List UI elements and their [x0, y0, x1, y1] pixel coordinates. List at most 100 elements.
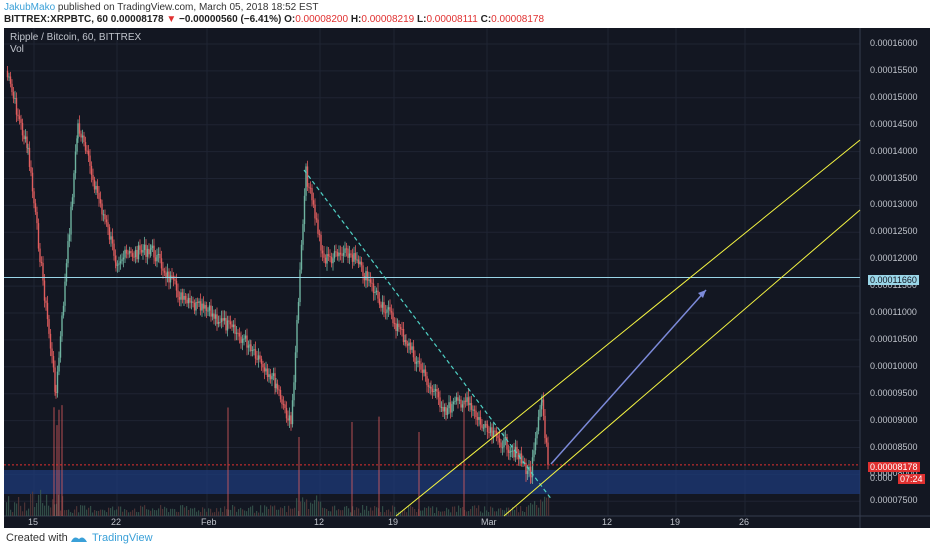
candle-body [260, 358, 263, 364]
volume-bar [162, 508, 164, 516]
volume-bar [296, 498, 298, 516]
volume-bar [468, 511, 470, 516]
candle-body [381, 302, 384, 308]
volume-bar [406, 512, 408, 516]
publish-info: published on TradingView.com, March 05, … [57, 2, 319, 13]
volume-bar [522, 511, 524, 516]
candle-body [124, 249, 126, 258]
price-chart[interactable]: Ripple / Bitcoin, 60, BITTREX Vol 0.0001… [4, 28, 930, 528]
volume-bar [402, 511, 404, 516]
support-zone[interactable] [4, 470, 860, 494]
candle-body [481, 424, 483, 428]
candle-body [386, 309, 388, 313]
candle-body [52, 356, 55, 368]
projection-arrow[interactable] [550, 289, 707, 465]
channel-upper-line[interactable] [395, 139, 861, 517]
volume-bar [532, 504, 534, 516]
candle-body [46, 302, 49, 320]
candle-body [250, 344, 252, 351]
volume-bar [376, 507, 378, 516]
volume-bar [372, 510, 374, 516]
volume-bar [456, 511, 458, 516]
candle-body [271, 376, 273, 380]
volume-bar [102, 509, 104, 516]
volume-bar [78, 512, 80, 516]
channel-lower-line[interactable] [503, 209, 861, 517]
volume-bar [364, 509, 366, 516]
candle-body [288, 415, 291, 421]
candle-body [457, 397, 459, 401]
close-value: 0.00008178 [491, 14, 545, 25]
candle-body [21, 122, 24, 136]
volume-bar [124, 509, 126, 516]
candle-body [276, 383, 279, 390]
candle-body [408, 342, 410, 346]
candle-body [108, 227, 111, 240]
candle-body [488, 432, 490, 434]
volume-bar [60, 510, 62, 516]
candle-body [284, 404, 286, 408]
candle-body [362, 265, 364, 277]
volume-bar [408, 505, 410, 516]
candle-body [375, 290, 378, 292]
candle-body [470, 403, 473, 410]
tradingview-brand[interactable]: TradingView [92, 532, 153, 544]
candle-body [207, 310, 209, 312]
candle-body [501, 447, 504, 449]
author-link[interactable]: JakubMako [4, 2, 56, 13]
candle-body [150, 248, 152, 250]
candle-body [452, 401, 455, 405]
volume-bar [304, 502, 306, 516]
volume-bar [74, 509, 76, 516]
candle-body [11, 83, 13, 93]
candle-body [305, 166, 307, 196]
time-tick-label: 26 [739, 517, 750, 527]
candle-body [56, 371, 59, 393]
volume-bar [250, 506, 252, 516]
candle-body [42, 263, 44, 281]
candle-body [390, 311, 393, 313]
candle-body [17, 114, 19, 117]
volume-bar [502, 509, 504, 516]
volume-bar [180, 505, 182, 516]
candle-body [228, 320, 230, 322]
candle-body [439, 397, 441, 408]
volume-bar [128, 512, 130, 516]
volume-bar [290, 508, 292, 516]
candle-body [74, 151, 77, 174]
descending-trendline[interactable] [303, 169, 553, 501]
price-tick-label: 0.00013000 [870, 199, 918, 210]
candle-body [476, 416, 479, 420]
volume-bar [240, 507, 242, 516]
volume-bar [36, 502, 38, 516]
candle-body [282, 404, 285, 406]
volume-bar [288, 505, 290, 516]
candle-body [107, 222, 109, 228]
candle-body [497, 435, 499, 439]
candle-body [131, 253, 134, 257]
volume-bar [234, 506, 236, 516]
low-label: L: [417, 14, 427, 25]
volume-bar [294, 507, 296, 516]
candle-body [102, 214, 105, 216]
candle-body [503, 438, 505, 448]
candle-body [175, 280, 178, 291]
candle-body [30, 166, 32, 173]
down-arrow-icon: ▼ [166, 14, 177, 25]
volume-bar [530, 502, 532, 516]
candles [6, 66, 549, 484]
candle-body [87, 150, 90, 156]
volume-bar [106, 512, 108, 516]
candle-body [220, 318, 223, 323]
candle-body [395, 323, 397, 332]
chart-canvas[interactable] [4, 28, 930, 528]
footer: Created with TradingView [0, 528, 932, 550]
candle-body [281, 399, 283, 405]
candle-body [392, 312, 394, 324]
price-tick-label: 0.00012000 [870, 253, 918, 264]
candle-body [43, 280, 46, 301]
volume-bar [154, 509, 156, 516]
time-tick-label: 19 [388, 517, 399, 527]
candle-body [339, 252, 342, 255]
candle-body [348, 253, 351, 258]
